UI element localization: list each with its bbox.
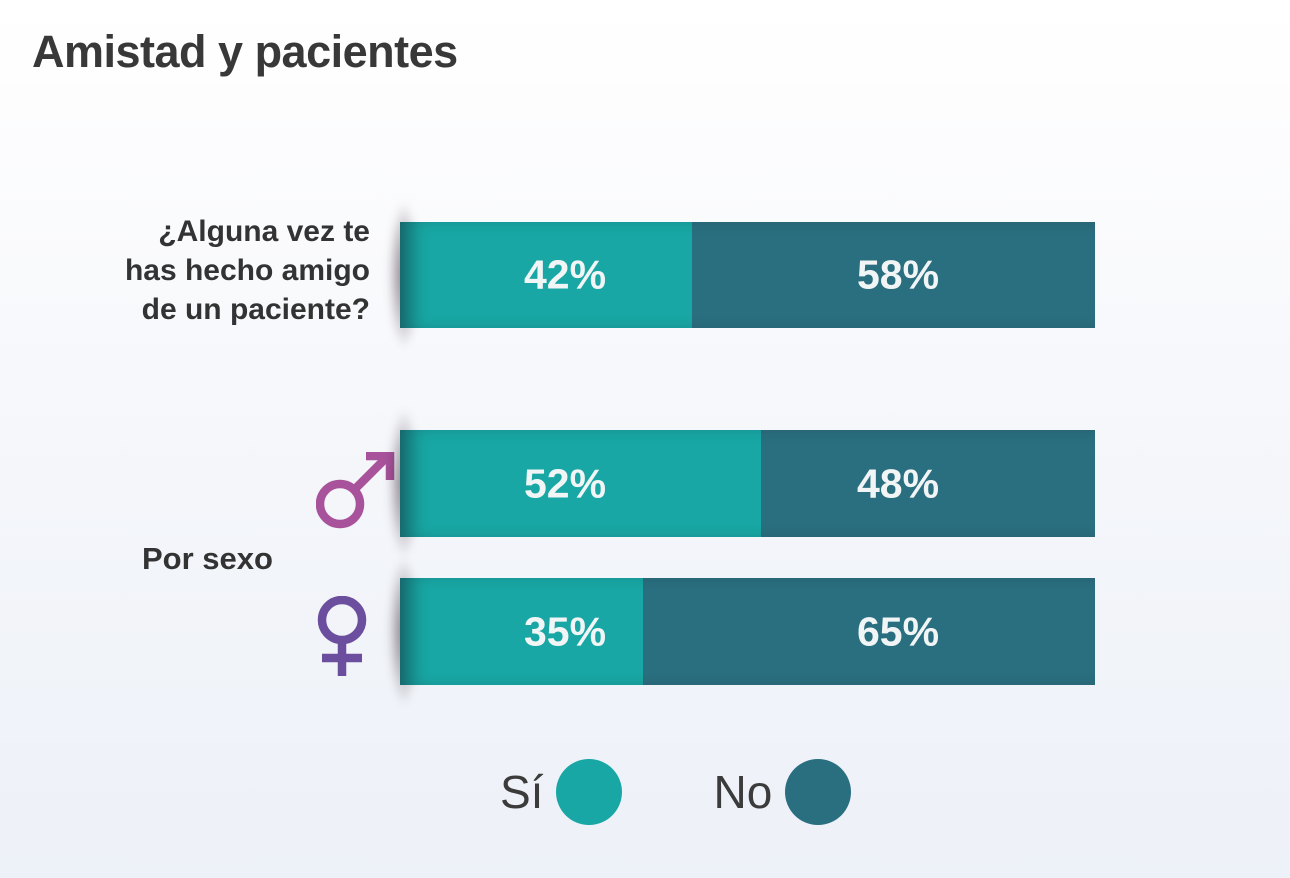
legend-label-si: Sí — [500, 766, 544, 818]
legend-swatch-si-circle — [556, 759, 623, 825]
legend-item-si: Sí — [500, 759, 623, 825]
value-label-no: 58% — [856, 251, 940, 298]
bar-row-total: 42% 58% — [400, 222, 1095, 328]
bar-row-male: 52% 48% — [400, 430, 1095, 537]
question-row-label: ¿Alguna vez te has hecho amigo de un pac… — [124, 215, 370, 326]
value-label-si: 52% — [523, 460, 607, 506]
value-label-no: 48% — [856, 460, 940, 506]
bar-segment-si — [400, 430, 762, 537]
bar-segment-si — [400, 578, 644, 685]
legend-label-no: No — [713, 766, 773, 818]
bar-segment-no — [761, 430, 1095, 537]
bar-segment-no — [691, 222, 1095, 328]
chart-title: Amistad y pacientes — [32, 26, 458, 77]
bar-segment-no — [643, 578, 1095, 685]
bar-segment-si — [400, 222, 692, 328]
value-label-no: 65% — [856, 608, 940, 654]
value-label-si: 42% — [523, 251, 607, 298]
group-label-por-sexo: Por sexo — [142, 541, 273, 576]
value-label-si: 35% — [523, 608, 607, 654]
female-icon — [317, 596, 367, 676]
legend: Sí No — [500, 759, 852, 825]
legend-item-no: No — [713, 759, 852, 825]
legend-swatch-no-circle — [785, 759, 852, 825]
bar-row-female: 35% 65% — [400, 578, 1095, 685]
